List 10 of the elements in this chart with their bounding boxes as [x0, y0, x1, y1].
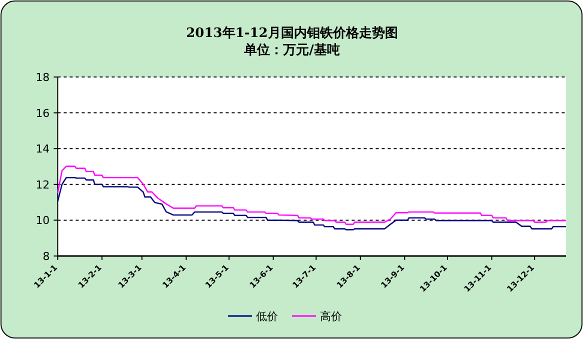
y-tick-label: 14 [36, 142, 50, 156]
y-tick-label: 10 [36, 214, 50, 228]
y-tick-label: 12 [36, 178, 50, 192]
chart-title: 2013年1-12月国内钼铁价格走势图 [186, 25, 398, 41]
y-tick-label: 16 [36, 106, 50, 120]
chart-subtitle: 单位：万元/基吨 [243, 42, 340, 58]
legend-label: 高价 [320, 310, 342, 323]
y-tick-label: 18 [36, 71, 50, 84]
y-tick-label: 8 [42, 250, 50, 263]
legend-label: 低价 [256, 310, 278, 323]
